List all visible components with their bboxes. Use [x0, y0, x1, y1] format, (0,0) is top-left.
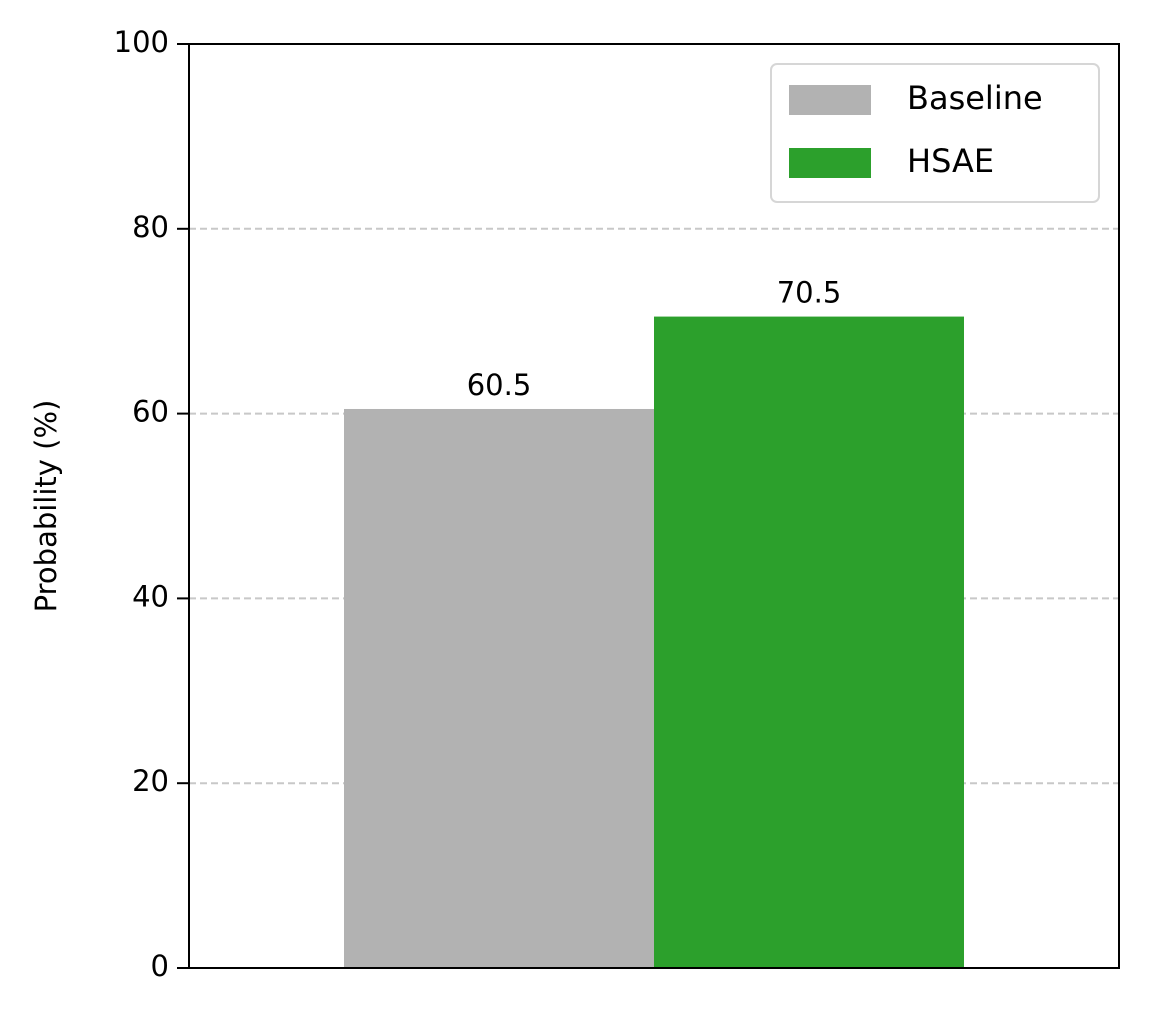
legend-label: HSAE [907, 142, 994, 180]
legend-swatch [789, 85, 871, 115]
legend-label: Baseline [907, 79, 1043, 117]
legend: Baseline HSAE [770, 63, 1100, 203]
y-tick-label: 0 [151, 949, 169, 983]
legend-swatch [789, 148, 871, 178]
data-label: 60.5 [467, 368, 532, 402]
y-tick-label: 20 [132, 764, 169, 798]
y-tick-label: 60 [132, 395, 169, 429]
bar [654, 316, 964, 969]
y-tick-label: 80 [132, 210, 169, 244]
data-label: 70.5 [777, 276, 842, 310]
y-tick-label: 100 [114, 25, 169, 59]
y-axis-label: Probability (%) [29, 400, 63, 613]
plot-frame [188, 43, 1120, 969]
bar [344, 408, 654, 969]
y-tick-label: 40 [132, 579, 169, 613]
